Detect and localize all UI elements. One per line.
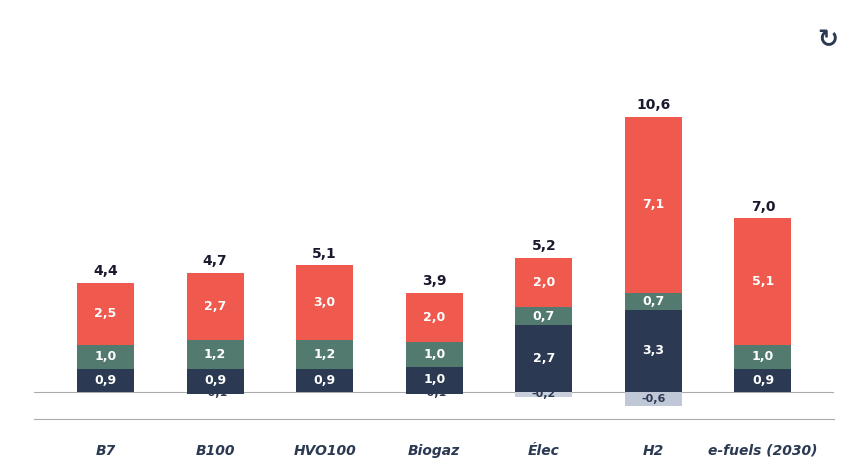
Bar (625, 117, 682, 293)
Text: 0,7: 0,7 (642, 295, 665, 307)
Text: 4,7: 4,7 (203, 254, 228, 268)
Text: 2,7: 2,7 (532, 352, 555, 365)
Bar (296, 369, 353, 392)
Text: 3,0: 3,0 (314, 296, 335, 309)
Text: 7,0: 7,0 (751, 200, 775, 214)
Text: 3,3: 3,3 (642, 344, 665, 357)
Text: 1,0: 1,0 (423, 373, 445, 386)
Text: 5,1: 5,1 (752, 275, 774, 288)
Text: 5,1: 5,1 (312, 247, 337, 261)
Text: 0,9: 0,9 (204, 374, 226, 387)
Bar (406, 392, 463, 394)
Text: -0,1: -0,1 (422, 388, 446, 398)
Text: 2,7: 2,7 (204, 299, 226, 313)
Bar (187, 392, 243, 394)
Bar (296, 265, 353, 339)
Text: -0,2: -0,2 (531, 389, 556, 399)
Bar (515, 307, 573, 325)
Text: 1,2: 1,2 (204, 348, 226, 361)
Text: -0,1: -0,1 (203, 388, 227, 398)
Bar (187, 369, 243, 392)
Bar (77, 369, 134, 392)
Text: 0,7: 0,7 (532, 309, 555, 323)
Text: 0,9: 0,9 (314, 374, 335, 387)
Text: 2,5: 2,5 (95, 307, 117, 320)
Text: 2,0: 2,0 (532, 276, 555, 289)
Bar (515, 258, 573, 307)
Bar (734, 369, 791, 392)
Bar (296, 339, 353, 369)
Text: ↻: ↻ (818, 29, 838, 52)
Bar (406, 367, 463, 392)
Text: 1,2: 1,2 (314, 348, 336, 361)
Text: 10,6: 10,6 (636, 98, 671, 112)
Text: -0,6: -0,6 (642, 394, 666, 404)
Text: 5,2: 5,2 (531, 239, 556, 253)
Text: 3,9: 3,9 (422, 274, 446, 288)
Bar (625, 392, 682, 407)
Bar (406, 342, 463, 367)
Bar (734, 218, 791, 345)
Bar (515, 392, 573, 397)
Bar (625, 293, 682, 310)
Text: 1,0: 1,0 (752, 350, 774, 364)
Bar (625, 310, 682, 392)
Text: 4,4: 4,4 (93, 264, 118, 278)
Text: 2,0: 2,0 (423, 311, 445, 324)
Bar (77, 283, 134, 345)
Bar (406, 293, 463, 342)
Text: 7,1: 7,1 (642, 198, 665, 211)
Text: 0,9: 0,9 (95, 374, 117, 387)
Text: 1,0: 1,0 (95, 350, 117, 364)
Bar (734, 345, 791, 369)
Bar (187, 339, 243, 369)
Bar (77, 345, 134, 369)
Text: 1,0: 1,0 (423, 348, 445, 361)
Text: 0,9: 0,9 (752, 374, 774, 387)
Bar (187, 273, 243, 339)
Bar (515, 325, 573, 392)
